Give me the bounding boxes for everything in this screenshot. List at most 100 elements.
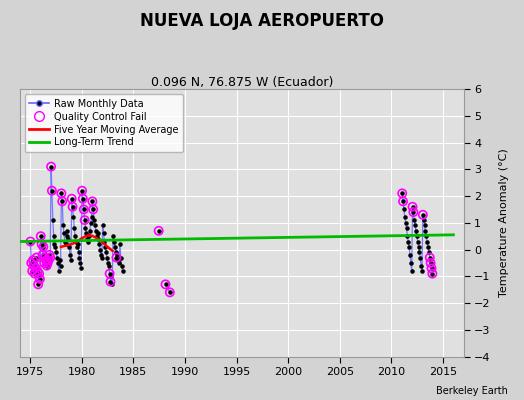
Point bbox=[405, 244, 413, 250]
Point bbox=[88, 214, 96, 221]
Point bbox=[61, 241, 70, 247]
Point bbox=[36, 276, 44, 282]
Point bbox=[400, 206, 408, 213]
Point bbox=[57, 262, 65, 269]
Point bbox=[31, 265, 40, 272]
Point bbox=[96, 246, 104, 253]
Point bbox=[34, 281, 42, 288]
Point bbox=[29, 257, 37, 264]
Point bbox=[110, 238, 118, 245]
Point bbox=[81, 225, 90, 231]
Point bbox=[39, 244, 48, 250]
Point bbox=[408, 268, 416, 274]
Point bbox=[59, 222, 68, 229]
Point bbox=[407, 260, 415, 266]
Point bbox=[403, 233, 411, 239]
Point bbox=[416, 254, 424, 261]
Point bbox=[68, 204, 77, 210]
Point bbox=[399, 198, 407, 204]
Point bbox=[77, 265, 85, 272]
Point bbox=[155, 228, 163, 234]
Point bbox=[423, 238, 431, 245]
Point bbox=[88, 198, 96, 204]
Point bbox=[69, 214, 78, 221]
Point bbox=[68, 196, 76, 202]
Point bbox=[419, 212, 427, 218]
Point bbox=[399, 198, 407, 204]
Point bbox=[82, 230, 91, 237]
Point bbox=[45, 257, 53, 264]
Point bbox=[99, 222, 107, 229]
Point bbox=[404, 238, 412, 245]
Point bbox=[30, 270, 39, 277]
Point bbox=[53, 254, 61, 261]
Point bbox=[89, 206, 97, 213]
Point bbox=[108, 281, 116, 288]
Point bbox=[85, 233, 93, 239]
Point bbox=[410, 217, 419, 223]
Point bbox=[420, 222, 429, 229]
Point bbox=[106, 278, 115, 285]
Point bbox=[43, 260, 52, 266]
Point bbox=[37, 241, 46, 247]
Point bbox=[51, 244, 60, 250]
Point bbox=[72, 238, 80, 245]
Point bbox=[33, 268, 41, 274]
Point bbox=[27, 260, 36, 266]
Point bbox=[41, 254, 49, 261]
Point bbox=[74, 249, 83, 256]
Point bbox=[35, 270, 43, 277]
Point bbox=[424, 249, 433, 256]
Point bbox=[112, 254, 121, 261]
Point bbox=[118, 268, 127, 274]
Point bbox=[54, 268, 63, 274]
Point bbox=[97, 252, 105, 258]
Point bbox=[68, 204, 77, 210]
Point bbox=[106, 278, 115, 285]
Point bbox=[26, 238, 35, 245]
Point bbox=[104, 260, 112, 266]
Point bbox=[408, 204, 417, 210]
Point bbox=[60, 230, 68, 237]
Point bbox=[107, 273, 116, 280]
Point bbox=[46, 254, 54, 261]
Point bbox=[38, 252, 47, 258]
Point bbox=[109, 233, 117, 239]
Point bbox=[417, 262, 425, 269]
Point bbox=[112, 249, 120, 256]
Point bbox=[49, 217, 57, 223]
Point bbox=[65, 244, 73, 250]
Point bbox=[61, 238, 69, 245]
Point bbox=[68, 196, 76, 202]
Point bbox=[112, 254, 121, 261]
Point bbox=[80, 206, 88, 213]
Point bbox=[88, 198, 96, 204]
Point bbox=[418, 268, 426, 274]
Point bbox=[41, 254, 49, 261]
Point bbox=[71, 233, 79, 239]
Point bbox=[45, 252, 53, 258]
Point bbox=[73, 241, 82, 247]
Point bbox=[52, 249, 60, 256]
Point bbox=[161, 281, 170, 288]
Point bbox=[428, 270, 436, 277]
Title: 0.096 N, 76.875 W (Ecuador): 0.096 N, 76.875 W (Ecuador) bbox=[150, 76, 333, 89]
Point bbox=[67, 257, 75, 264]
Point bbox=[46, 254, 54, 261]
Point bbox=[34, 281, 42, 288]
Point bbox=[155, 228, 163, 234]
Point bbox=[40, 260, 48, 266]
Point bbox=[50, 241, 59, 247]
Point bbox=[92, 228, 100, 234]
Point bbox=[113, 252, 122, 258]
Point bbox=[412, 228, 420, 234]
Point bbox=[398, 190, 407, 196]
Point bbox=[81, 217, 89, 223]
Point bbox=[409, 209, 418, 215]
Point bbox=[78, 188, 86, 194]
Point bbox=[105, 270, 114, 277]
Point bbox=[95, 241, 104, 247]
Point bbox=[90, 217, 99, 223]
Point bbox=[411, 222, 419, 229]
Point bbox=[85, 228, 94, 234]
